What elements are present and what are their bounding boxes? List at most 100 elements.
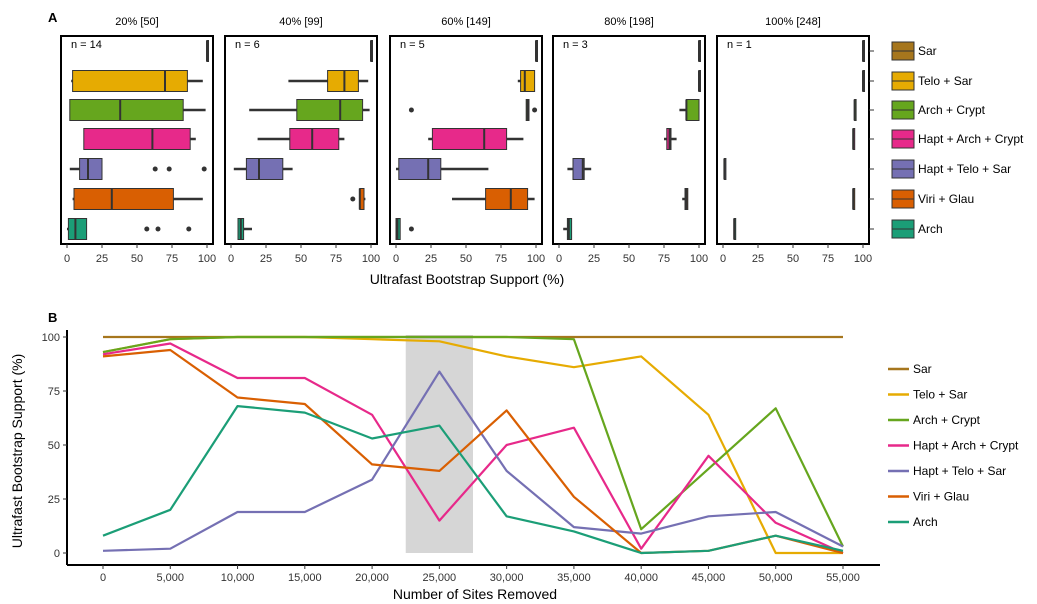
box-arch [563, 218, 573, 240]
x-tick-label: 100 [362, 253, 380, 265]
x-tick-label: 0 [64, 253, 70, 265]
legend-a-label: Viri + Glau [918, 192, 974, 206]
legend-a-item-hapt-arch-crypt: Hapt + Arch + Crypt [891, 129, 1024, 149]
outlier-point [166, 166, 172, 172]
legend-a-item-viri-glau: Viri + Glau [891, 189, 974, 209]
box-hapt-telo-sar [567, 158, 592, 180]
box-arch-crypt [249, 99, 370, 121]
x-tick-label: 0 [100, 572, 106, 584]
panel-b-y-axis-title: Ultrafast Bootstrap Support (%) [9, 354, 25, 549]
x-tick-label: 30,000 [490, 572, 524, 584]
box-viri-glau [72, 188, 203, 210]
legend-b-item-sar: Sar [888, 362, 932, 376]
box-viri-glau [682, 188, 689, 210]
y-tick-label: 25 [48, 494, 60, 506]
box-hapt-telo-sar [233, 158, 293, 180]
outlier-point [201, 166, 207, 172]
facet-5: 100% [248] n = 1 0 25 50 75 100 [716, 16, 872, 265]
line-arch-crypt [102, 335, 844, 547]
outlier-point [350, 196, 356, 202]
box-viri-glau [452, 188, 535, 210]
legend-a-label: Sar [918, 44, 937, 58]
facet-title: 40% [99] [279, 16, 322, 28]
outlier-point [408, 107, 414, 113]
facet-title: 60% [149] [441, 16, 491, 28]
x-tick-label: 25 [96, 253, 108, 265]
box-rect [431, 128, 508, 150]
n-label: n = 6 [235, 39, 260, 51]
panel-a: 20% [50] n = 14 0 25 50 75 100 40% [99] n = 6 0 25… [60, 16, 1024, 265]
x-tick-label: 45,000 [692, 572, 726, 584]
box-rect [398, 158, 442, 180]
box-rect [245, 158, 284, 180]
x-tick-label: 100 [854, 253, 872, 265]
box-viri-glau [852, 188, 856, 210]
line-hapt-telo-sar [102, 370, 844, 552]
line-hapt-arch-crypt [102, 342, 844, 555]
legend-a-label: Hapt + Arch + Crypt [918, 132, 1024, 146]
outlier-point [532, 107, 538, 113]
box-rect [69, 99, 184, 121]
x-tick-label: 40,000 [624, 572, 658, 584]
x-tick-label: 50 [295, 253, 307, 265]
box-arch-crypt [408, 99, 538, 121]
x-tick-label: 75 [166, 253, 178, 265]
box-rect [296, 99, 364, 121]
x-tick-label: 0 [556, 253, 562, 265]
box-hapt-arch-crypt [852, 128, 856, 150]
legend-b-label: Telo + Sar [913, 388, 967, 402]
x-tick-label: 50 [787, 253, 799, 265]
x-tick-label: 75 [822, 253, 834, 265]
facet-4: 80% [198] n = 3 0 25 50 75 100 [552, 16, 708, 265]
y-tick-label: 0 [54, 548, 60, 560]
legend-a-item-arch: Arch [891, 219, 943, 239]
box-sar [535, 40, 538, 62]
box-arch [237, 218, 252, 240]
x-tick-label: 55,000 [826, 572, 860, 584]
box-rect [289, 128, 340, 150]
facet-2: 40% [99] n = 6 0 25 50 75 100 [224, 16, 380, 265]
box-telo-sar [288, 70, 369, 92]
facet-frame [716, 35, 870, 245]
x-tick-label: 0 [228, 253, 234, 265]
x-tick-label: 100 [690, 253, 708, 265]
box-rect [572, 158, 585, 180]
legend-a-label: Telo + Sar [918, 74, 972, 88]
x-tick-label: 25 [260, 253, 272, 265]
panel-b: 0 25 50 75 100 0 5,000 10,000 15,000 20,000 25,000… [42, 330, 1019, 584]
x-tick-label: 5,000 [157, 572, 185, 584]
box-sar [698, 40, 701, 62]
box-hapt-telo-sar [69, 158, 207, 180]
legend-b-item-hapt-arch-crypt: Hapt + Arch + Crypt [888, 439, 1019, 453]
box-rect [485, 188, 529, 210]
outlier-point [408, 226, 414, 232]
outlier-point [155, 226, 161, 232]
legend-b-item-telo-sar: Telo + Sar [888, 388, 967, 402]
box-viri-glau [350, 188, 366, 210]
y-tick-label: 50 [48, 440, 60, 452]
legend-b: Sar Telo + Sar Arch + Crypt Hapt + Arch + C… [888, 362, 1019, 529]
legend-a-item-arch-crypt: Arch + Crypt [891, 100, 986, 120]
panel-a-label: A [48, 10, 58, 25]
legend-b-label: Hapt + Arch + Crypt [913, 439, 1019, 453]
box-telo-sar [517, 70, 536, 92]
facet-frame [552, 35, 706, 245]
box-arch-crypt [69, 99, 206, 121]
box-rect [520, 70, 536, 92]
legend-b-label: Sar [913, 362, 932, 376]
facet-title: 100% [248] [765, 16, 821, 28]
box-sar [370, 40, 373, 62]
x-tick-label: 15,000 [288, 572, 322, 584]
box-hapt-arch-crypt [428, 128, 524, 150]
box-rect [83, 128, 191, 150]
legend-a-item-hapt-telo-sar: Hapt + Telo + Sar [891, 159, 1011, 179]
panel-b-x-axis-title: Number of Sites Removed [393, 586, 557, 602]
box-telo-sar [71, 70, 203, 92]
box-rect [685, 99, 700, 121]
legend-b-item-arch-crypt: Arch + Crypt [888, 413, 981, 427]
x-tick-label: 0 [720, 253, 726, 265]
box-rect [67, 218, 88, 240]
x-tick-label: 0 [393, 253, 399, 265]
x-tick-label: 100 [198, 253, 216, 265]
legend-b-label: Arch + Crypt [913, 413, 981, 427]
